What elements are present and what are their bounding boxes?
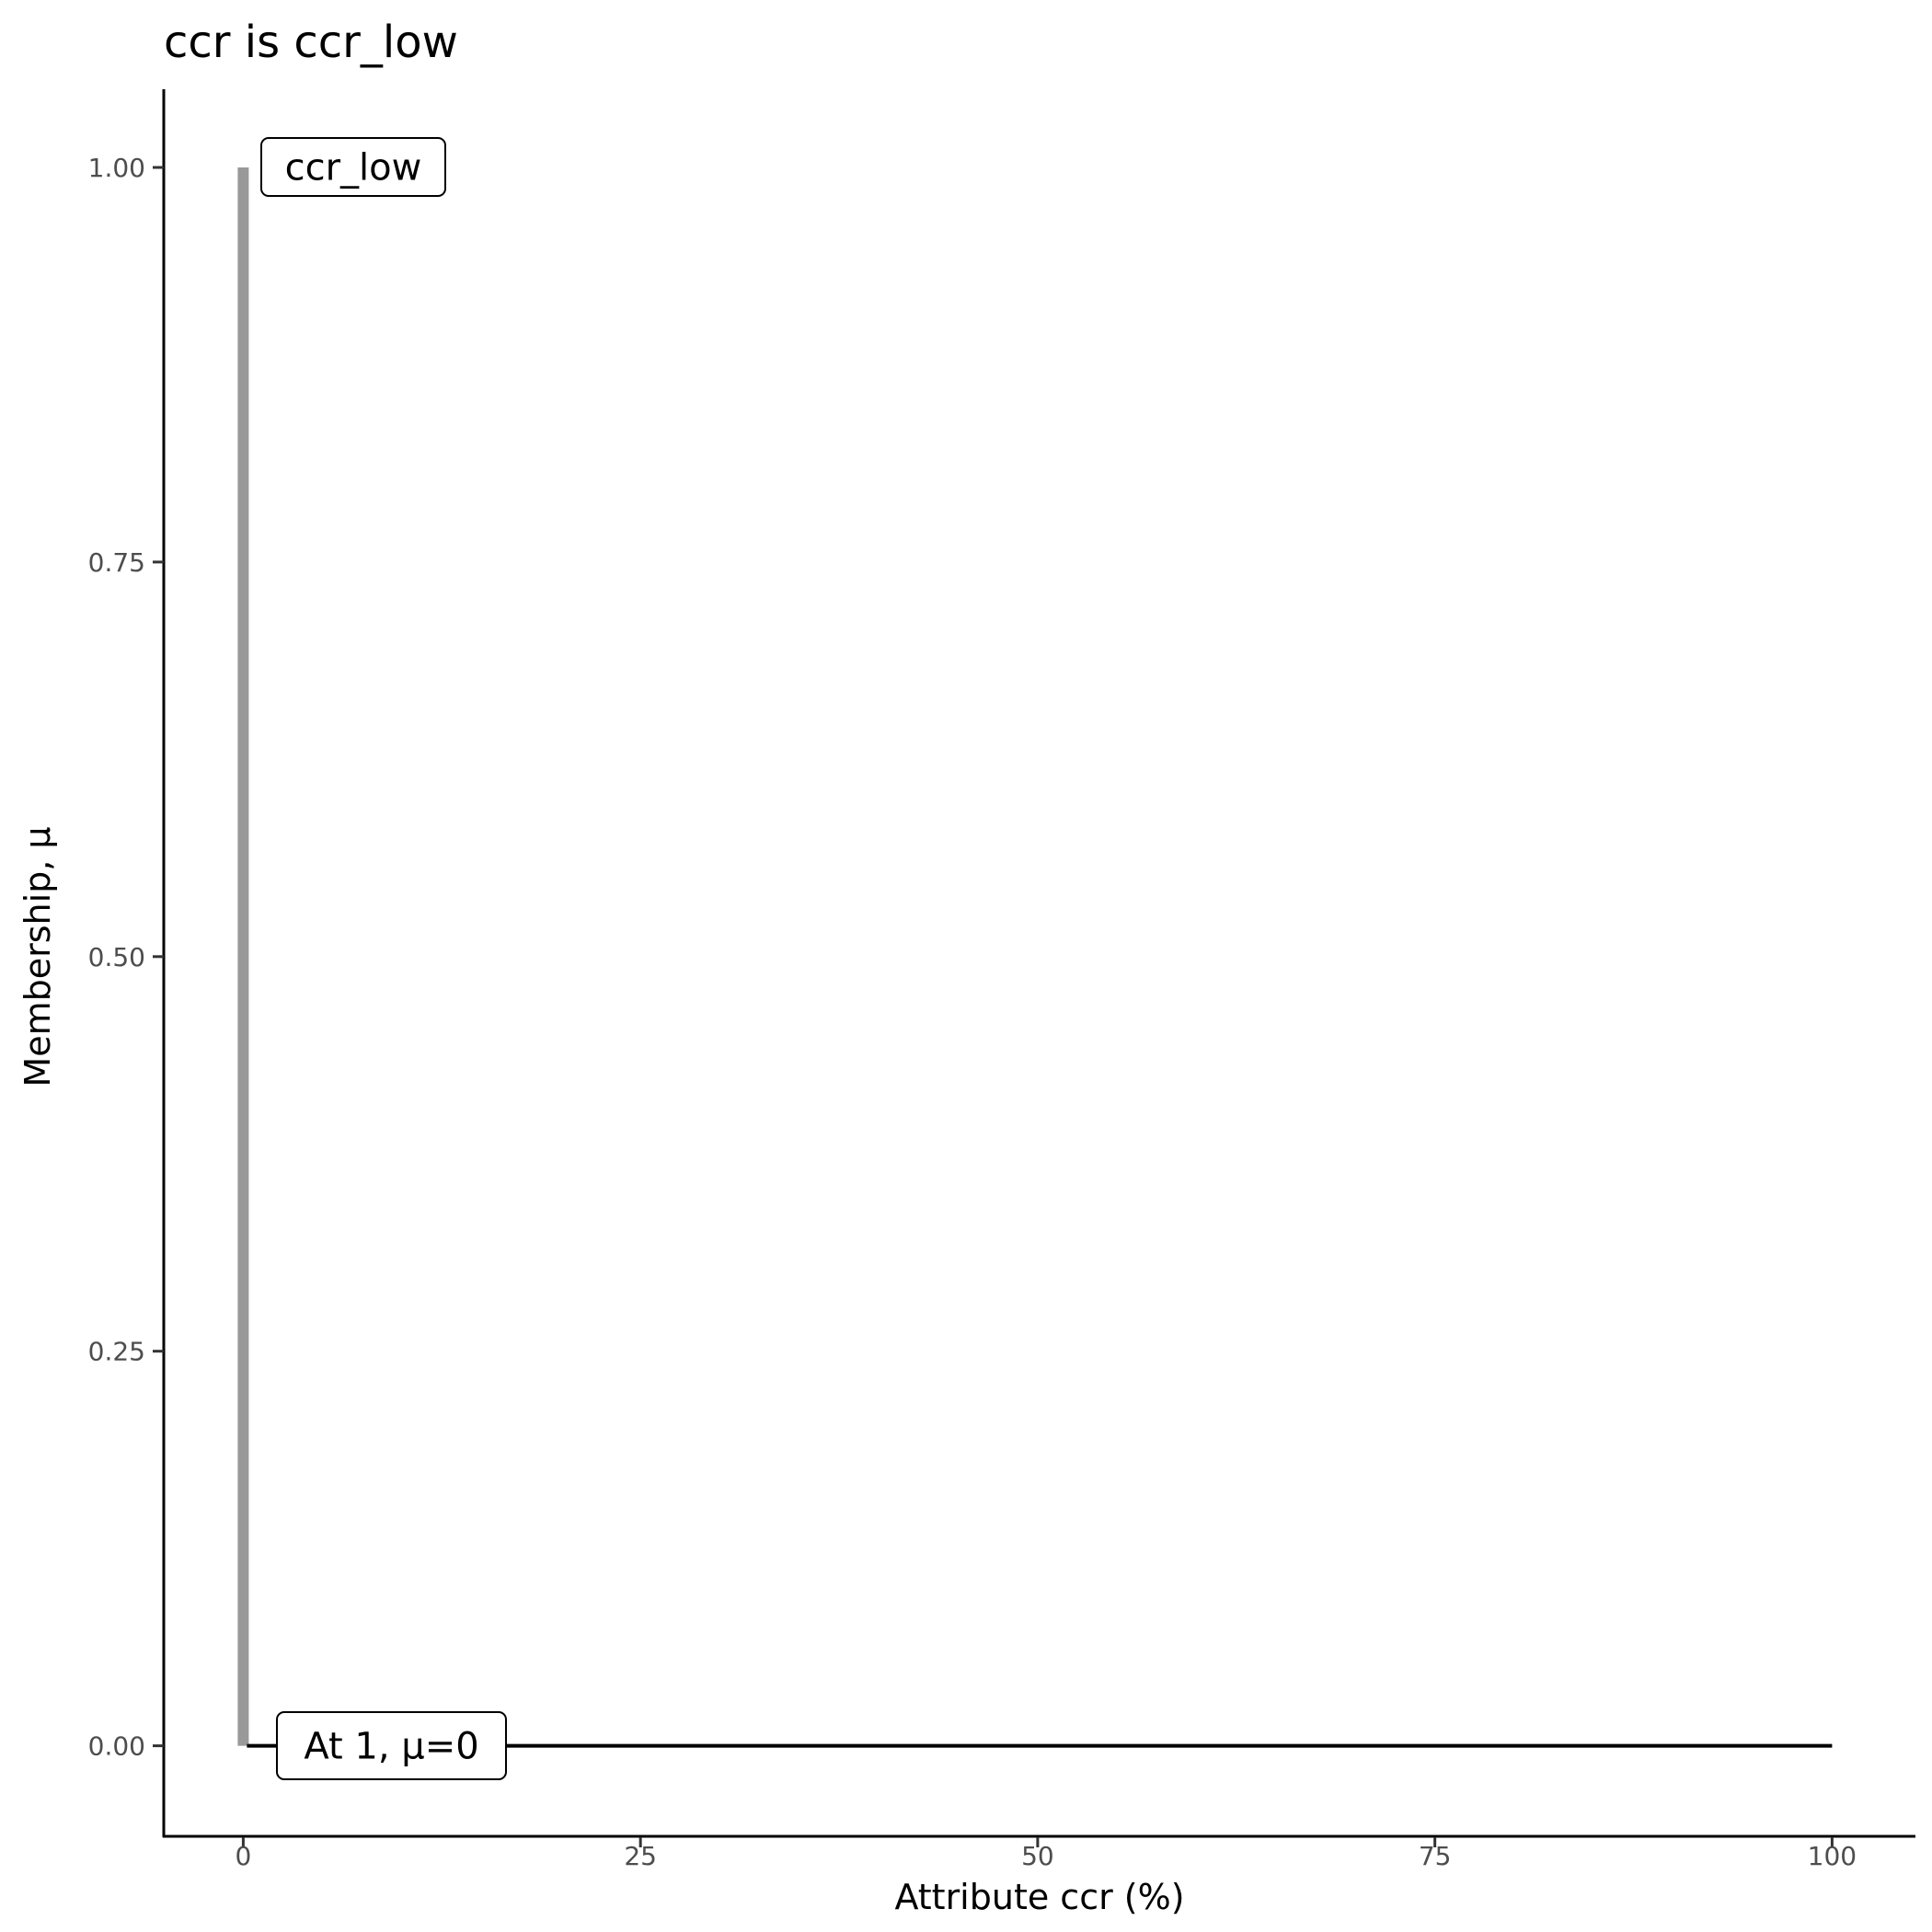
x-tick-label: 75 [1419, 1841, 1452, 1871]
x-tick-label: 100 [1808, 1841, 1857, 1871]
annotation-text: At 1, μ=0 [304, 1726, 478, 1768]
annotation-label: At 1, μ=0 [276, 1711, 507, 1780]
annotation-box [260, 137, 446, 197]
y-axis-title: Membership, μ [17, 826, 58, 1087]
y-tick-label: 0.00 [88, 1731, 145, 1762]
y-tick-label: 0.75 [88, 547, 145, 578]
y-tick-label: 1.00 [88, 153, 145, 183]
annotation-label: ccr_low [260, 137, 446, 197]
annotation-box [276, 1711, 507, 1780]
chart-title: ccr is ccr_low [164, 17, 458, 68]
x-tick-label: 0 [235, 1841, 251, 1871]
y-tick-label: 0.50 [88, 942, 145, 972]
annotation-text: ccr_low [285, 147, 422, 190]
x-tick-label: 50 [1021, 1841, 1054, 1871]
x-axis-title: Attribute ccr (%) [894, 1877, 1184, 1917]
x-tick-label: 25 [624, 1841, 657, 1871]
y-tick-label: 0.25 [88, 1337, 145, 1367]
